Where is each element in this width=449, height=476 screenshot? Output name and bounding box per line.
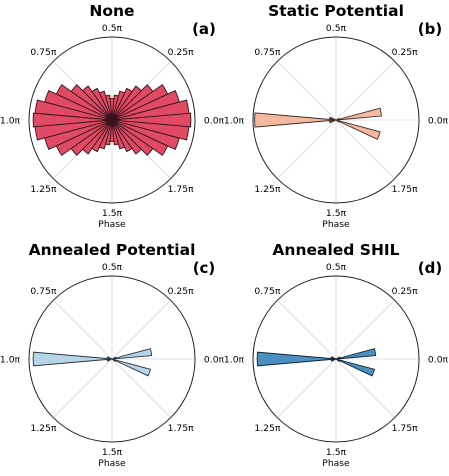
tick-label: 1.0π — [0, 116, 21, 127]
tick-label: 1.5π — [102, 447, 123, 458]
grid-spoke — [53, 300, 113, 360]
grid-spoke — [53, 358, 113, 418]
polar-frame — [252, 275, 420, 443]
histogram-bar — [335, 119, 381, 140]
histogram-bar — [111, 112, 192, 128]
panel-3: 0.0π 0.25π 0.5π 0.75π 1.0π 1.25π 1.5π 1.75π Phas… — [0, 241, 225, 469]
histogram-bar — [111, 348, 153, 360]
tick-label: 1.0π — [224, 116, 245, 127]
histogram-bar — [105, 119, 113, 146]
tick-label: 0.25π — [392, 47, 418, 58]
histogram-bar — [335, 348, 377, 360]
tick-label: 1.25π — [254, 184, 280, 195]
tick-label: 0.5π — [102, 23, 123, 34]
histogram-bar — [329, 119, 337, 124]
tick-label: 1.5π — [326, 447, 347, 458]
chart-title: Annealed SHIL — [272, 241, 399, 259]
histogram-bar — [55, 119, 113, 156]
tick-label: 1.25π — [254, 423, 280, 434]
tick-label: 0.25π — [392, 286, 418, 297]
tick-label: 1.75π — [168, 184, 194, 195]
panel-label: (a) — [192, 20, 216, 38]
tick-label: 0.0π — [204, 355, 225, 366]
panel-label: (c) — [193, 259, 216, 277]
grid-spoke — [335, 61, 395, 121]
axis-label: Phase — [98, 219, 126, 230]
tick-label: 0.5π — [326, 262, 347, 273]
histogram-bar — [70, 119, 113, 156]
grid-spoke — [335, 119, 395, 179]
grid-spoke — [335, 300, 395, 360]
grid-spoke — [111, 300, 171, 360]
tick-label: 0.0π — [428, 355, 449, 366]
grid-spoke — [335, 358, 395, 418]
histogram-bar — [111, 87, 133, 121]
tick-label: 1.5π — [326, 208, 347, 219]
tick-label: 1.25π — [30, 423, 56, 434]
histogram-bar — [91, 119, 113, 153]
histogram-bar — [111, 94, 119, 121]
axis-label: Phase — [322, 458, 350, 469]
tick-label: 0.0π — [204, 116, 225, 127]
grid-spoke — [277, 300, 337, 360]
panel-label: (d) — [418, 259, 442, 277]
tick-label: 0.75π — [30, 47, 56, 58]
tick-label: 1.25π — [30, 184, 56, 195]
histogram-bar — [335, 356, 341, 360]
tick-label: 1.0π — [224, 355, 245, 366]
histogram-bar — [106, 358, 113, 362]
tick-label: 0.0π — [428, 116, 449, 127]
histogram-bar — [32, 351, 113, 367]
grid-spoke — [277, 119, 337, 179]
histogram-bar — [98, 119, 113, 150]
grid-spoke — [277, 61, 337, 121]
panel-1: 0.0π 0.25π 0.5π 0.75π 1.0π 1.25π 1.5π 1.75π Phas… — [0, 2, 225, 230]
histogram-bar — [111, 85, 142, 121]
histogram-bar — [335, 118, 340, 121]
panel-4: 0.0π 0.25π 0.5π 0.75π 1.0π 1.25π 1.5π 1.75π Phas… — [224, 241, 449, 469]
tick-label: 0.75π — [254, 47, 280, 58]
axis-label: Phase — [98, 458, 126, 469]
tick-label: 0.25π — [168, 47, 194, 58]
polar-frame — [28, 275, 196, 443]
histogram-bar — [256, 351, 337, 367]
tick-label: 1.0π — [0, 355, 21, 366]
histogram-bar — [335, 358, 376, 377]
tick-label: 1.75π — [168, 423, 194, 434]
tick-label: 0.25π — [168, 286, 194, 297]
tick-label: 0.5π — [102, 262, 123, 273]
histogram-bar — [335, 107, 382, 121]
histogram-bar — [111, 356, 117, 360]
tick-label: 1.75π — [392, 184, 418, 195]
histogram-bar — [32, 112, 113, 128]
panel-2: 0.0π 0.25π 0.5π 0.75π 1.0π 1.25π 1.5π 1.75π Phas… — [224, 2, 449, 230]
histogram-bar — [82, 119, 113, 155]
tick-label: 0.5π — [326, 23, 347, 34]
tick-label: 0.75π — [254, 286, 280, 297]
polar-frame — [252, 36, 420, 204]
histogram-bar — [111, 358, 152, 377]
panel-label: (b) — [418, 20, 442, 38]
histogram-bar — [254, 112, 337, 128]
grid-spoke — [111, 358, 171, 418]
polar-frame — [28, 36, 196, 204]
chart-title: Static Potential — [268, 2, 404, 20]
histogram-bar — [111, 84, 154, 121]
grid-spoke — [277, 358, 337, 418]
chart-title: Annealed Potential — [29, 241, 196, 259]
axis-label: Phase — [322, 219, 350, 230]
histogram-bar — [111, 90, 126, 121]
histogram-bar — [111, 84, 169, 121]
tick-label: 1.75π — [392, 423, 418, 434]
histogram-bar — [330, 358, 337, 362]
histogram-bar — [111, 119, 190, 141]
tick-label: 1.5π — [102, 208, 123, 219]
tick-label: 0.75π — [30, 286, 56, 297]
chart-title: None — [89, 2, 134, 20]
